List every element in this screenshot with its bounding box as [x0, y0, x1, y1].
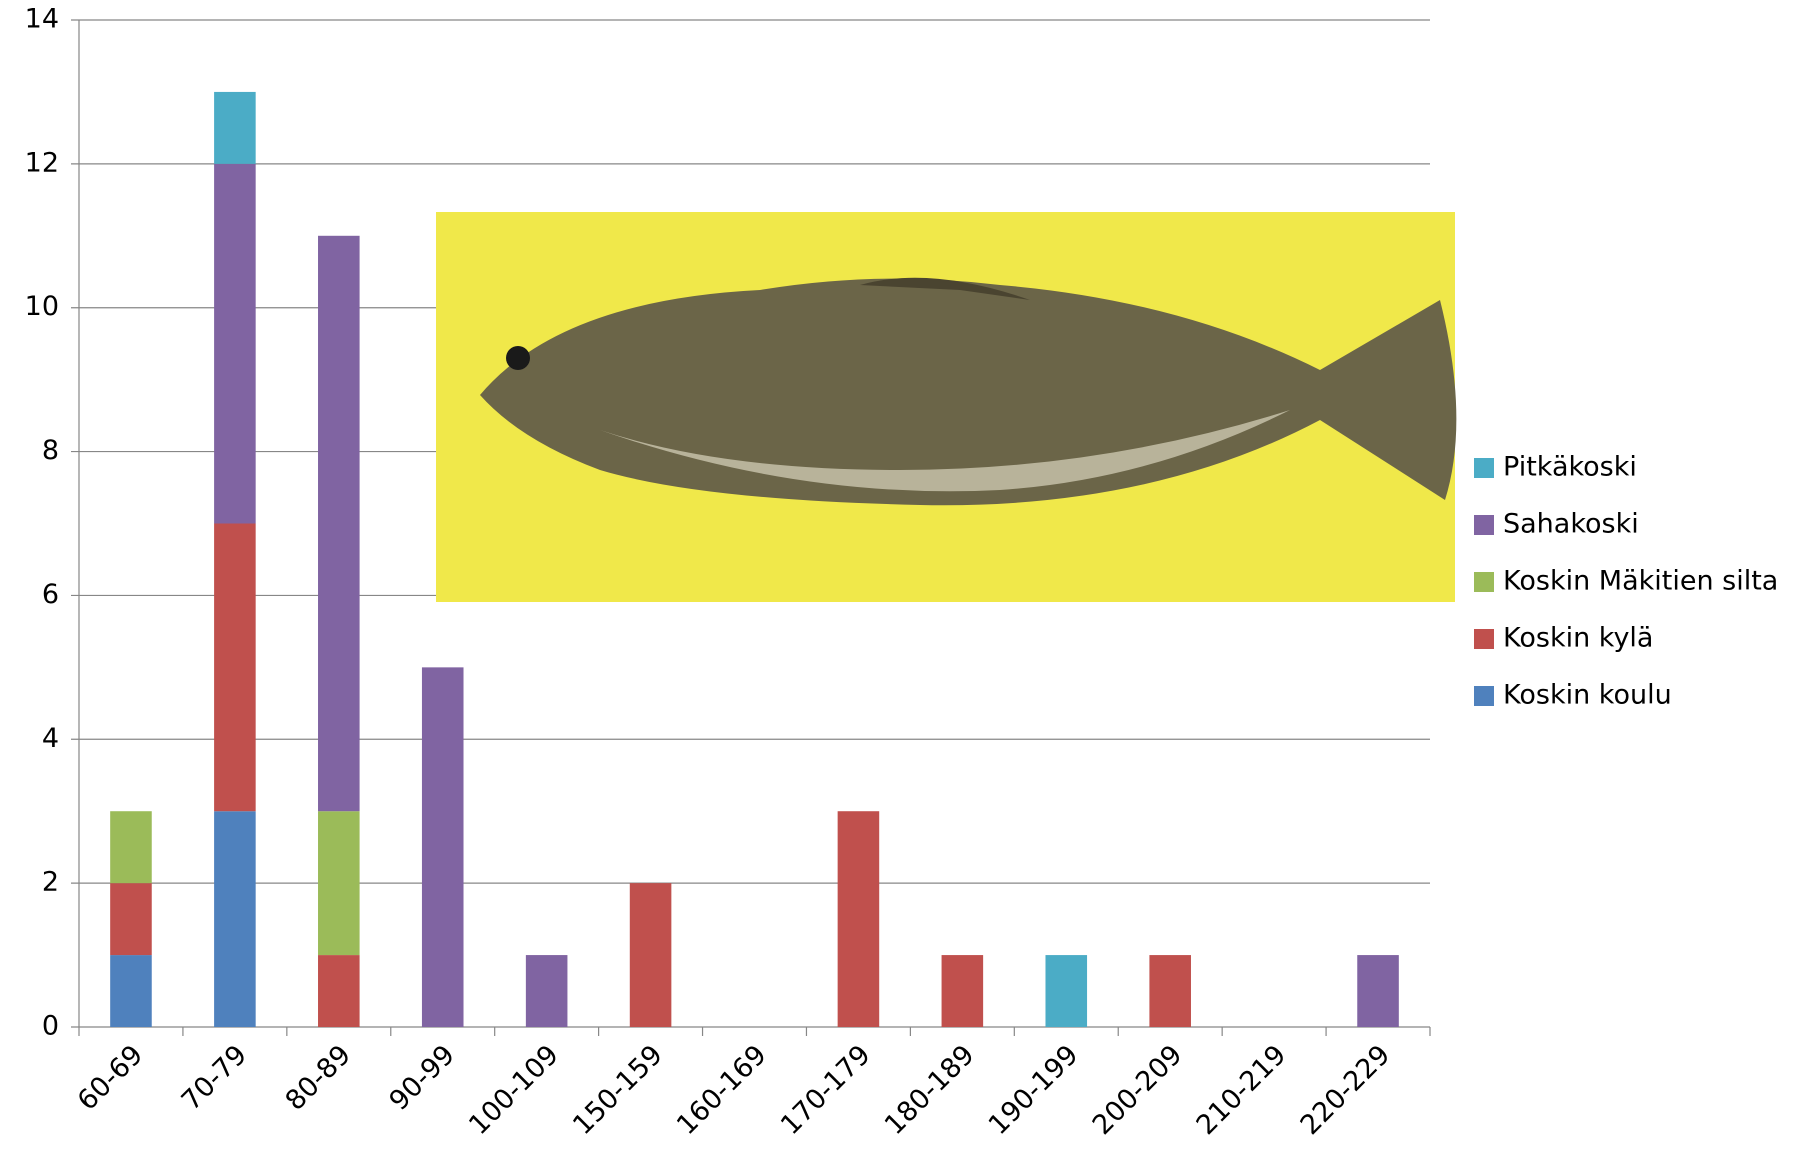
legend-label: Koskin koulu — [1503, 680, 1672, 711]
legend-label: Sahakoski — [1503, 509, 1639, 540]
bar-segment — [110, 883, 152, 956]
legend-swatch — [1474, 686, 1494, 706]
bar-segment — [214, 91, 256, 164]
y-tick-label: 10 — [25, 291, 59, 322]
x-tick-label: 60-69 — [72, 1039, 149, 1116]
x-tick-label: 220-229 — [1295, 1039, 1397, 1141]
bar-segment — [318, 235, 360, 812]
x-tick-label: 80-89 — [280, 1039, 357, 1116]
bar-segment — [941, 955, 984, 1027]
y-tick-label: 12 — [25, 147, 59, 178]
legend: Koskin koulu Koskin kylä Koskin Mäkitien s… — [1474, 452, 1778, 711]
y-tick-label: 14 — [25, 4, 59, 35]
bar-segment — [1357, 955, 1399, 1027]
x-tick-label: 100-109 — [463, 1039, 565, 1141]
x-tick-label: 180-189 — [879, 1039, 981, 1141]
fish-eye — [506, 346, 530, 370]
bar-segment — [837, 811, 880, 1027]
bar-segment — [1045, 955, 1088, 1027]
legend-label: Koskin kylä — [1503, 623, 1653, 654]
bar-segment — [214, 523, 256, 812]
bar-segment — [214, 163, 256, 524]
x-tick-label: 210-219 — [1191, 1039, 1293, 1141]
x-tick-label: 150-159 — [567, 1039, 669, 1141]
legend-swatch — [1474, 629, 1494, 649]
legend-label: Pitkäkoski — [1503, 452, 1637, 483]
y-tick-label: 2 — [42, 867, 59, 898]
bar-segment — [1149, 955, 1191, 1027]
legend-swatch — [1474, 572, 1494, 592]
legend-label: Koskin Mäkitien silta — [1503, 566, 1778, 597]
bar-segment — [318, 811, 360, 956]
bar-segment — [214, 811, 256, 1027]
x-tick-label: 170-179 — [775, 1039, 877, 1141]
fish-belly — [600, 410, 1290, 492]
x-tick-label: 160-169 — [671, 1039, 773, 1141]
bar-segment — [110, 955, 152, 1027]
x-tick-label: 70-79 — [176, 1039, 253, 1116]
bar-segment — [629, 883, 672, 1027]
y-tick-label: 8 — [42, 435, 59, 466]
x-tick-label: 200-209 — [1087, 1039, 1189, 1141]
fish-photo — [436, 212, 1457, 602]
x-tick-label: 190-199 — [983, 1039, 1085, 1141]
x-tick-label: 90-99 — [384, 1039, 461, 1116]
fish-fin — [860, 277, 1030, 300]
fish-body — [480, 278, 1457, 506]
y-tick-label: 4 — [42, 723, 59, 754]
y-tick-label: 0 — [42, 1011, 59, 1042]
bar-segment — [421, 667, 464, 1027]
bar-segment — [110, 811, 152, 884]
bar-segment — [318, 955, 360, 1027]
legend-swatch — [1474, 515, 1494, 535]
legend-swatch — [1474, 458, 1494, 478]
bars — [110, 91, 1399, 1027]
bar-segment — [525, 955, 568, 1027]
y-tick-label: 6 — [42, 579, 59, 610]
